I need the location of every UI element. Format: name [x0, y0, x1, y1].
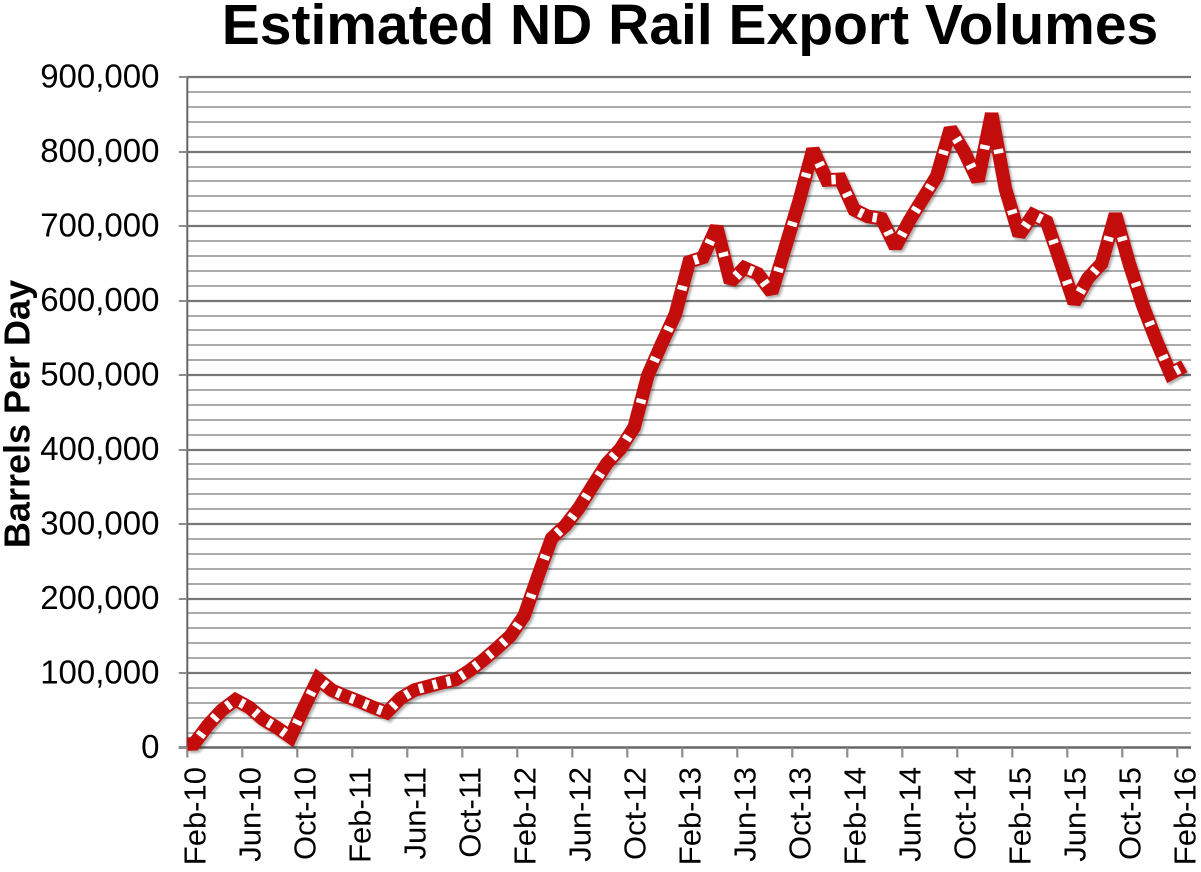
svg-text:Oct-15: Oct-15	[1112, 767, 1147, 860]
svg-text:Feb-11: Feb-11	[342, 767, 377, 863]
svg-text:Barrels Per Day: Barrels Per Day	[0, 280, 38, 548]
svg-text:Oct-13: Oct-13	[782, 767, 817, 860]
svg-text:Jun-11: Jun-11	[397, 767, 432, 860]
svg-text:Oct-12: Oct-12	[617, 767, 652, 860]
svg-text:100,000: 100,000	[40, 654, 159, 691]
svg-text:Jun-14: Jun-14	[892, 767, 927, 862]
svg-text:0: 0	[141, 728, 159, 765]
svg-text:300,000: 300,000	[40, 505, 159, 542]
svg-text:Jun-10: Jun-10	[232, 767, 267, 862]
svg-text:Oct-11: Oct-11	[452, 767, 487, 858]
svg-text:Feb-14: Feb-14	[837, 767, 872, 865]
svg-text:Oct-14: Oct-14	[947, 767, 982, 860]
svg-text:Feb-16: Feb-16	[1167, 767, 1201, 865]
svg-text:Jun-15: Jun-15	[1057, 767, 1092, 862]
svg-text:Feb-13: Feb-13	[672, 767, 707, 865]
svg-text:Jun-12: Jun-12	[562, 767, 597, 862]
svg-text:600,000: 600,000	[40, 281, 159, 318]
svg-text:900,000: 900,000	[40, 58, 159, 95]
svg-text:Feb-12: Feb-12	[507, 767, 542, 865]
svg-text:200,000: 200,000	[40, 579, 159, 616]
svg-text:Feb-10: Feb-10	[177, 767, 212, 865]
svg-text:Oct-10: Oct-10	[287, 767, 322, 860]
svg-text:800,000: 800,000	[40, 132, 159, 169]
svg-text:700,000: 700,000	[40, 207, 159, 244]
svg-text:Estimated ND Rail Export Volum: Estimated ND Rail Export Volumes	[222, 0, 1159, 57]
svg-text:500,000: 500,000	[40, 356, 159, 393]
svg-text:Feb-15: Feb-15	[1002, 767, 1037, 865]
svg-text:Jun-13: Jun-13	[727, 767, 762, 862]
svg-text:400,000: 400,000	[40, 430, 159, 467]
